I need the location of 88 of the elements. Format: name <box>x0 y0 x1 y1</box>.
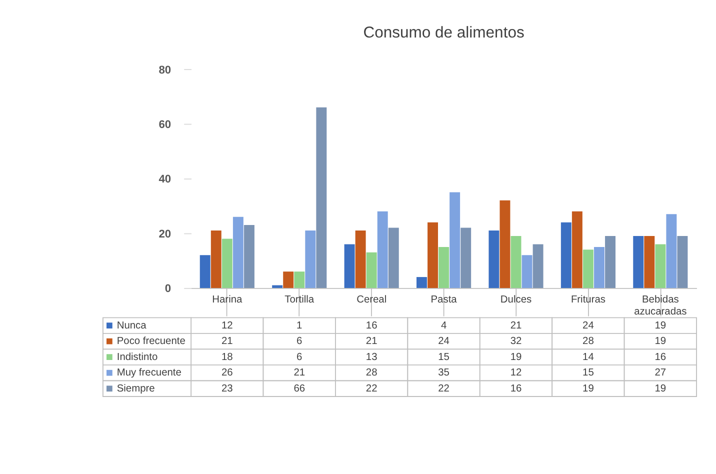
x-tick-label: Pasta <box>430 294 458 306</box>
bar <box>283 272 294 288</box>
bar <box>272 285 283 288</box>
bar <box>633 236 644 288</box>
data-label: 4 <box>440 320 447 332</box>
y-tick-label: 40 <box>158 174 172 186</box>
data-label: 15 <box>438 352 450 363</box>
bar <box>210 230 222 288</box>
bar <box>344 244 355 288</box>
y-tick-label: 0 <box>164 283 172 296</box>
bar <box>644 236 655 288</box>
bar <box>655 244 666 288</box>
data-label: 12 <box>221 320 234 332</box>
bar <box>532 244 544 288</box>
data-label: 19 <box>582 383 594 394</box>
data-label: 15 <box>582 368 594 379</box>
data-label: 28 <box>582 336 594 348</box>
bar <box>450 192 460 288</box>
data-label: 21 <box>221 336 234 348</box>
bar <box>366 252 377 288</box>
data-label: 16 <box>654 352 666 363</box>
legend-label: Poco frecuente <box>116 336 186 348</box>
bar <box>560 222 572 288</box>
data-label: 1 <box>296 320 303 332</box>
data-label: 14 <box>582 352 594 363</box>
y-tick-label: 60 <box>158 118 172 131</box>
bar <box>377 211 388 288</box>
data-label: 26 <box>221 368 234 379</box>
bar <box>428 222 438 288</box>
data-label: 22 <box>366 383 378 394</box>
bar <box>460 228 472 288</box>
bar <box>488 230 500 288</box>
data-label: 32 <box>510 336 522 348</box>
data-label: 24 <box>438 336 450 348</box>
bar <box>438 246 450 288</box>
data-label: 19 <box>654 383 666 394</box>
data-label: 16 <box>366 320 378 332</box>
data-label: 21 <box>294 368 306 379</box>
data-label: 19 <box>654 336 666 348</box>
data-label: 16 <box>510 383 522 394</box>
x-tick-label: Harina <box>212 294 242 306</box>
chart-title: Consumo de alimentos <box>363 24 524 42</box>
data-label: 19 <box>510 352 522 363</box>
bar <box>316 107 327 288</box>
bar <box>244 225 254 288</box>
bar <box>388 228 399 288</box>
bar <box>305 230 316 288</box>
bar <box>355 230 366 288</box>
bar <box>500 200 510 288</box>
data-label: 6 <box>296 352 303 363</box>
x-tick-label: Dulces <box>500 294 532 306</box>
bar <box>677 236 688 288</box>
data-label: 13 <box>366 352 378 363</box>
bar <box>666 214 677 288</box>
data-label: 6 <box>296 336 303 348</box>
data-label: 27 <box>654 368 666 379</box>
bar <box>510 236 522 288</box>
data-label: 23 <box>221 383 234 394</box>
data-label: 28 <box>366 368 378 379</box>
data-label: 21 <box>366 336 378 348</box>
y-tick-label: 20 <box>158 228 172 240</box>
legend-label: Indistinto <box>116 352 158 363</box>
bar <box>294 272 305 288</box>
bar <box>594 246 604 288</box>
y-tick-label: 80 <box>158 64 172 76</box>
bar <box>222 238 232 288</box>
data-label: 66 <box>294 383 306 394</box>
legend-label: Muy frecuente <box>116 368 182 379</box>
data-label: 24 <box>582 320 594 332</box>
bar <box>582 250 594 288</box>
bar <box>416 277 427 288</box>
data-label: 12 <box>510 368 522 379</box>
data-label: 35 <box>438 368 450 379</box>
x-tick-label: Tortilla <box>284 294 314 306</box>
x-tick-label: Bebidas azucaradas <box>634 294 687 318</box>
bar <box>232 216 244 288</box>
x-tick-label: Cereal <box>356 294 387 306</box>
bar <box>522 255 532 288</box>
data-label: 22 <box>438 383 450 394</box>
bar <box>200 255 210 288</box>
legend-label: Nunca <box>116 320 147 332</box>
data-label: 19 <box>654 320 666 332</box>
bar <box>572 211 582 288</box>
data-label: 18 <box>221 352 234 363</box>
x-tick-label: Frituras <box>570 294 606 306</box>
legend-label: Siempre <box>116 383 156 394</box>
bar <box>605 236 616 288</box>
data-label: 21 <box>510 320 522 332</box>
